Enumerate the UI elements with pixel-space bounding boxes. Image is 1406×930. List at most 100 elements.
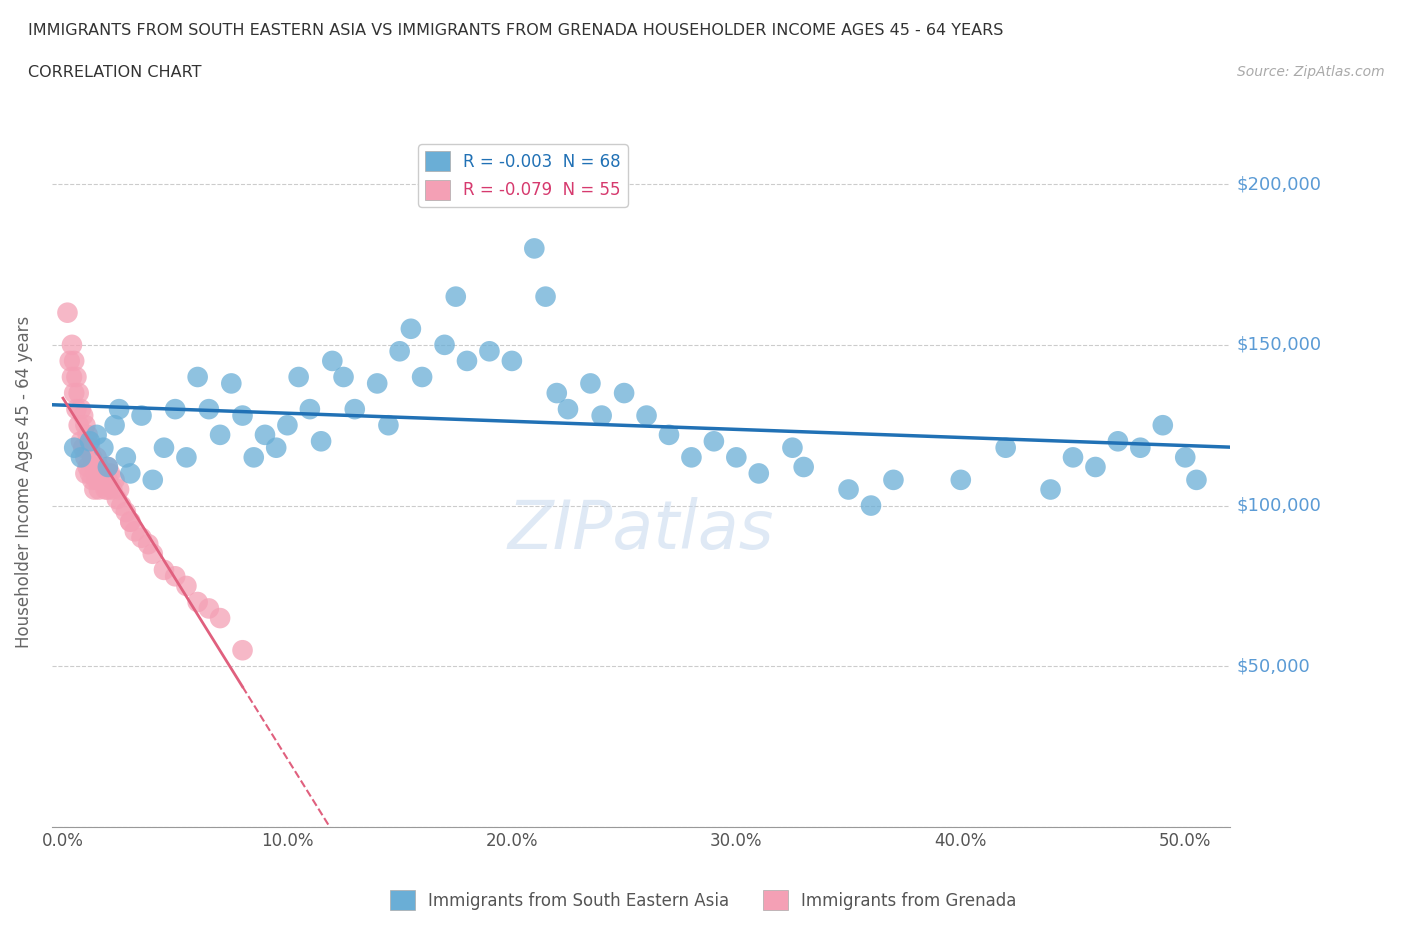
Point xyxy=(131,530,153,545)
Point xyxy=(309,434,332,449)
Point xyxy=(110,498,132,513)
Point xyxy=(725,450,748,465)
Text: $150,000: $150,000 xyxy=(1236,336,1322,353)
Point xyxy=(388,344,411,359)
Point xyxy=(83,459,105,474)
Point xyxy=(79,466,101,481)
Point xyxy=(793,459,815,474)
Point xyxy=(120,514,142,529)
Point xyxy=(748,466,770,481)
Text: CORRELATION CHART: CORRELATION CHART xyxy=(28,65,201,80)
Point xyxy=(108,402,131,417)
Point xyxy=(198,402,221,417)
Point xyxy=(60,338,83,352)
Point xyxy=(276,418,298,432)
Point xyxy=(120,514,142,529)
Point xyxy=(882,472,904,487)
Point xyxy=(67,418,90,432)
Point xyxy=(60,369,83,384)
Point xyxy=(176,450,198,465)
Point xyxy=(198,601,221,616)
Point xyxy=(859,498,882,513)
Point xyxy=(79,440,101,455)
Point xyxy=(165,402,187,417)
Point xyxy=(70,402,93,417)
Point xyxy=(153,563,176,578)
Point xyxy=(221,376,243,391)
Point xyxy=(65,369,87,384)
Point xyxy=(209,611,232,626)
Point xyxy=(1039,482,1062,497)
Point xyxy=(56,305,79,320)
Point xyxy=(82,472,104,487)
Point xyxy=(94,482,117,497)
Point xyxy=(176,578,198,593)
Point xyxy=(87,482,110,497)
Point xyxy=(187,369,209,384)
Point xyxy=(67,386,90,401)
Point xyxy=(90,466,112,481)
Point xyxy=(1062,450,1084,465)
Point xyxy=(75,466,97,481)
Point xyxy=(343,402,366,417)
Point xyxy=(65,402,87,417)
Point xyxy=(75,418,97,432)
Point xyxy=(120,466,142,481)
Point xyxy=(104,418,127,432)
Point xyxy=(87,459,110,474)
Point xyxy=(287,369,309,384)
Point xyxy=(546,386,568,401)
Point xyxy=(187,594,209,609)
Point xyxy=(63,353,86,368)
Point xyxy=(142,472,165,487)
Point xyxy=(534,289,557,304)
Text: IMMIGRANTS FROM SOUTH EASTERN ASIA VS IMMIGRANTS FROM GRENADA HOUSEHOLDER INCOME: IMMIGRANTS FROM SOUTH EASTERN ASIA VS IM… xyxy=(28,23,1004,38)
Point xyxy=(703,434,725,449)
Point xyxy=(1185,472,1208,487)
Point xyxy=(97,472,120,487)
Point xyxy=(72,408,94,423)
Point xyxy=(242,450,264,465)
Text: $100,000: $100,000 xyxy=(1236,497,1320,514)
Y-axis label: Householder Income Ages 45 - 64 years: Householder Income Ages 45 - 64 years xyxy=(15,315,32,647)
Point xyxy=(444,289,467,304)
Point xyxy=(59,353,82,368)
Point xyxy=(104,472,127,487)
Point xyxy=(82,450,104,465)
Point xyxy=(523,241,546,256)
Point xyxy=(636,408,658,423)
Point xyxy=(377,418,399,432)
Point xyxy=(86,472,108,487)
Text: $50,000: $50,000 xyxy=(1236,658,1310,675)
Point xyxy=(456,353,478,368)
Text: Source: ZipAtlas.com: Source: ZipAtlas.com xyxy=(1237,65,1385,79)
Point xyxy=(264,440,287,455)
Point xyxy=(124,524,146,538)
Legend: Immigrants from South Eastern Asia, Immigrants from Grenada: Immigrants from South Eastern Asia, Immi… xyxy=(382,884,1024,917)
Point xyxy=(658,428,681,443)
Text: $200,000: $200,000 xyxy=(1236,175,1322,193)
Point xyxy=(79,434,101,449)
Point xyxy=(72,440,94,455)
Point xyxy=(613,386,636,401)
Point xyxy=(321,353,343,368)
Point xyxy=(165,569,187,584)
Point xyxy=(681,450,703,465)
Point xyxy=(70,434,93,449)
Point xyxy=(97,459,120,474)
Point xyxy=(838,482,860,497)
Point xyxy=(231,643,253,658)
Point xyxy=(231,408,253,423)
Point xyxy=(76,459,98,474)
Point xyxy=(70,450,93,465)
Text: ZIPatlas: ZIPatlas xyxy=(508,497,775,563)
Point xyxy=(97,459,120,474)
Point xyxy=(1174,450,1197,465)
Point xyxy=(63,386,86,401)
Point xyxy=(75,450,97,465)
Point xyxy=(478,344,501,359)
Point xyxy=(253,428,276,443)
Point xyxy=(63,440,86,455)
Point xyxy=(83,482,105,497)
Point xyxy=(76,428,98,443)
